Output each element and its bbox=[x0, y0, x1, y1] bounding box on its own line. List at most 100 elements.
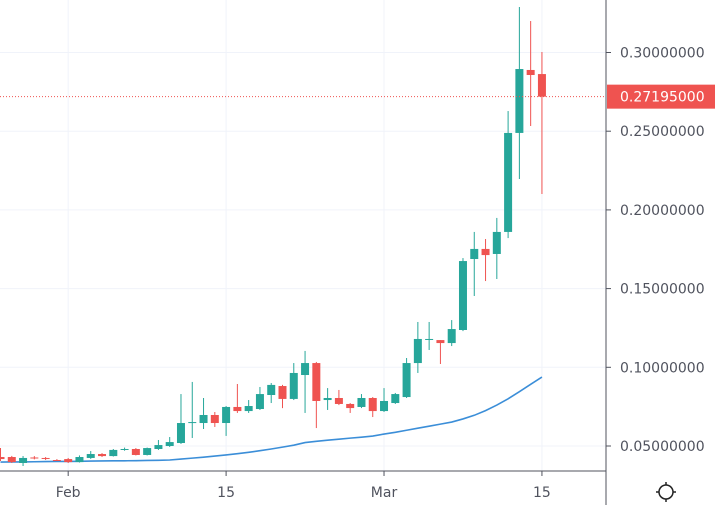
candle-mar-8 bbox=[458, 258, 467, 332]
candle-body bbox=[188, 422, 197, 424]
candle-jan-31 bbox=[52, 459, 61, 462]
last-price-label: 0.27195000 bbox=[620, 90, 705, 106]
candle-body bbox=[86, 454, 95, 458]
price-axis[interactable]: 0.05000000 0.10000000 0.15000000 0.20000000… bbox=[606, 46, 705, 456]
y-tick-label: 0.10000000 bbox=[620, 360, 705, 376]
candle-body bbox=[154, 445, 163, 449]
candle-body bbox=[492, 231, 501, 254]
candle-body bbox=[19, 457, 28, 463]
candle-body bbox=[447, 329, 456, 344]
candle-body bbox=[0, 457, 5, 460]
candle-body bbox=[504, 132, 513, 232]
candle-mar-9 bbox=[470, 231, 479, 296]
y-tick-label: 0.20000000 bbox=[620, 203, 705, 219]
candle-feb-11 bbox=[176, 394, 185, 444]
candle-body bbox=[289, 372, 298, 399]
candle-mar-7 bbox=[447, 320, 456, 347]
candle-body bbox=[346, 403, 355, 409]
candle-feb-2 bbox=[75, 455, 84, 463]
candle-body bbox=[436, 340, 445, 344]
candle-body bbox=[131, 448, 140, 455]
y-tick-label: 0.15000000 bbox=[620, 282, 705, 298]
candle-body bbox=[323, 397, 332, 401]
candle-body bbox=[301, 363, 310, 376]
y-tick-label: 0.25000000 bbox=[620, 124, 705, 140]
x-tick-label: Feb bbox=[56, 485, 81, 501]
candle-body bbox=[244, 406, 253, 412]
candle-mar-14 bbox=[526, 21, 535, 127]
candle-body bbox=[222, 406, 231, 424]
candle-body bbox=[537, 74, 546, 97]
candle-jan-26 bbox=[0, 448, 5, 461]
candle-body bbox=[458, 261, 467, 330]
moving-average-layer bbox=[0, 376, 543, 463]
candle-feb-9 bbox=[154, 440, 163, 450]
candle-feb-8 bbox=[143, 447, 152, 456]
candle-feb-26 bbox=[346, 403, 355, 413]
x-tick-label: 15 bbox=[533, 485, 551, 501]
candle-mar-5 bbox=[425, 321, 434, 350]
candle-body bbox=[120, 448, 129, 450]
candle-mar-11 bbox=[492, 217, 501, 279]
candle-mar-15 bbox=[537, 52, 546, 195]
candle-feb-3 bbox=[86, 451, 95, 459]
candle-feb-1 bbox=[64, 457, 73, 463]
candle-body bbox=[413, 338, 422, 364]
candle-feb-20 bbox=[278, 384, 287, 409]
candle-mar-1 bbox=[380, 388, 389, 413]
candle-body bbox=[255, 394, 264, 410]
candle-feb-22 bbox=[301, 350, 310, 413]
candle-feb-16 bbox=[233, 383, 242, 413]
last-price-badge: 0.27195000 bbox=[607, 84, 715, 109]
candle-body bbox=[470, 248, 479, 260]
candle-body bbox=[199, 414, 208, 424]
y-tick-label: 0.30000000 bbox=[620, 46, 705, 62]
candle-body bbox=[109, 449, 118, 457]
candle-body bbox=[368, 397, 377, 412]
candle-mar-4 bbox=[413, 321, 422, 373]
candle-feb-25 bbox=[334, 389, 343, 406]
candle-feb-21 bbox=[289, 363, 298, 401]
candle-feb-10 bbox=[165, 437, 174, 447]
candle-feb-14 bbox=[210, 412, 219, 427]
moving-average-line bbox=[0, 376, 543, 463]
candle-body bbox=[312, 363, 321, 401]
candle-body bbox=[402, 363, 411, 398]
candle-jan-30 bbox=[41, 457, 50, 461]
x-tick-label: 15 bbox=[217, 485, 235, 501]
candle-body bbox=[267, 384, 276, 396]
candle-body bbox=[75, 457, 84, 463]
time-axis[interactable]: Feb 15 Mar 15 bbox=[56, 471, 551, 501]
candle-feb-28 bbox=[368, 397, 377, 418]
candle-mar-12 bbox=[504, 111, 513, 239]
candle-body bbox=[278, 386, 287, 399]
candle-body bbox=[52, 460, 61, 462]
x-tick-label: Mar bbox=[371, 485, 398, 501]
candle-body bbox=[7, 457, 16, 463]
candle-body bbox=[30, 457, 39, 459]
candle-feb-23 bbox=[312, 361, 321, 429]
candle-feb-7 bbox=[131, 448, 140, 456]
candle-body bbox=[526, 69, 535, 76]
candle-feb-12 bbox=[188, 381, 197, 438]
candle-feb-4 bbox=[98, 453, 107, 458]
candle-body bbox=[425, 338, 434, 340]
grid bbox=[0, 0, 606, 471]
candle-feb-24 bbox=[323, 388, 332, 410]
candle-feb-19 bbox=[267, 383, 276, 404]
candle-mar-2 bbox=[391, 392, 400, 404]
candle-feb-27 bbox=[357, 394, 366, 409]
candle-body bbox=[515, 69, 524, 133]
last-price-badge-bg bbox=[607, 84, 715, 109]
candle-body bbox=[334, 397, 343, 404]
gear-icon[interactable] bbox=[656, 482, 676, 502]
candle-mar-6 bbox=[436, 340, 445, 364]
candle-feb-15 bbox=[222, 406, 231, 436]
candle-body bbox=[210, 414, 219, 424]
candle-jan-28 bbox=[19, 456, 28, 466]
candle-body bbox=[357, 397, 366, 407]
candle-jan-29 bbox=[30, 456, 39, 460]
candle-feb-6 bbox=[120, 447, 129, 451]
y-tick-label: 0.05000000 bbox=[620, 439, 705, 455]
